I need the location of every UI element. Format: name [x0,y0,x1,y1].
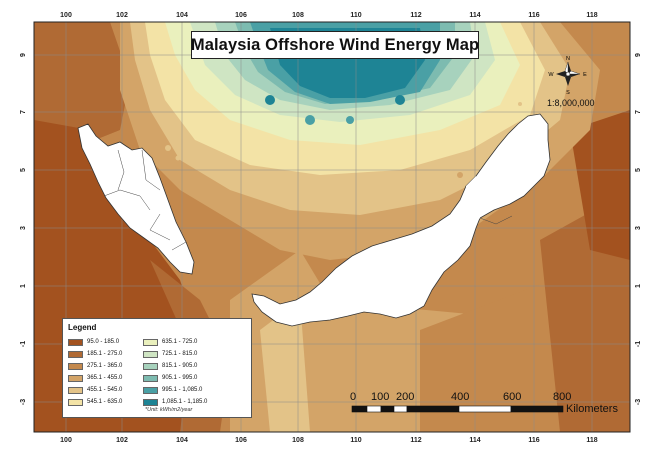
legend-item: 815.1 - 905.0 [143,361,197,371]
legend-swatch [143,350,158,358]
lon-tick-top: 116 [528,12,539,19]
lon-tick-bottom: 118 [586,437,597,444]
lon-tick-top: 110 [350,12,361,19]
legend: Legend 95.0 - 185.0 185.1 - 275.0 275.1 … [62,318,252,418]
scale-label: 600 [503,391,522,403]
legend-label: 635.1 - 725.0 [162,339,198,345]
legend-item: 995.1 - 1,085.0 [143,385,202,395]
lon-tick-bottom: 108 [292,437,304,444]
legend-swatch [68,338,83,346]
legend-swatch [143,374,158,382]
compass-e: E [583,72,587,78]
lat-tick-right: 5 [635,168,642,172]
legend-item: 185.1 - 275.0 [68,349,122,359]
lat-tick-left: 7 [20,110,27,114]
legend-swatch [68,362,83,370]
borneo-sarawak-sabah [251,113,551,327]
legend-label: 185.1 - 275.0 [87,351,123,357]
lon-tick-bottom: 116 [528,437,539,444]
compass-rose-icon: N S E W [548,56,587,96]
lat-tick-left: -3 [20,399,27,405]
peninsular-malaysia [77,123,195,275]
legend-label: 275.1 - 365.0 [87,363,123,369]
legend-swatch [68,386,83,394]
map-title: Malaysia Offshore Wind Energy Map [190,35,480,54]
lat-tick-left: 3 [20,226,27,230]
lon-tick-bottom: 104 [176,437,188,444]
legend-title: Legend [68,323,97,332]
legend-unit-note: *Unit: kWh/m2/year [145,407,193,413]
legend-item: 905.1 - 995.0 [143,373,197,383]
legend-item: 545.1 - 635.0 [68,397,122,407]
legend-swatch [143,362,158,370]
state-borders [103,149,513,251]
legend-item: 365.1 - 455.0 [68,373,122,383]
scale-label: 800 [553,391,572,403]
lon-tick-top: 104 [176,12,188,19]
lon-ticks: 100 102 104 106 108 110 112 114 116 118 … [60,12,598,444]
legend-item: 635.1 - 725.0 [143,337,197,347]
legend-label: 815.1 - 905.0 [162,363,198,369]
legend-label: 1,085.1 - 1,185.0 [162,399,208,405]
lat-tick-left: -1 [20,341,27,347]
lon-tick-top: 118 [586,12,597,19]
legend-item: 95.0 - 185.0 [68,337,119,347]
legend-label: 995.1 - 1,085.0 [162,387,203,393]
compass-w: W [548,72,554,78]
lon-tick-bottom: 110 [350,437,361,444]
legend-swatch [143,398,158,406]
lat-tick-right: 1 [635,284,642,288]
scale-label: 0 [350,391,357,403]
legend-swatch [68,374,83,382]
lon-tick-bottom: 100 [60,437,72,444]
scale-unit: Kilometers [566,403,618,415]
lon-tick-bottom: 114 [469,437,480,444]
lat-tick-left: 1 [20,284,27,288]
wind-density-raster [34,22,630,432]
lon-tick-top: 114 [469,12,480,19]
map-frame [33,21,631,433]
lat-tick-right: -1 [635,341,642,347]
lat-tick-right: 7 [635,110,642,114]
kalimantan-coast [466,176,480,230]
lat-tick-right: 3 [635,226,642,230]
scale-label: 400 [451,391,470,403]
legend-swatch [68,398,83,406]
lat-tick-left: 5 [20,168,27,172]
lon-tick-bottom: 102 [116,437,128,444]
legend-item: 275.1 - 365.0 [68,361,122,371]
legend-item: 455.1 - 545.0 [68,385,122,395]
scale-bar [351,405,564,413]
map-title-box: Malaysia Offshore Wind Energy Map [191,31,479,59]
scale-label: 100 [371,391,390,403]
legend-item: 725.1 - 815.0 [143,349,197,359]
lat-tick-right: -3 [635,399,642,405]
lon-tick-bottom: 112 [410,437,421,444]
lon-tick-top: 106 [235,12,247,19]
lon-tick-top: 100 [60,12,72,19]
legend-swatch [68,350,83,358]
legend-label: 455.1 - 545.0 [87,387,123,393]
legend-label: 545.1 - 635.0 [87,399,123,405]
legend-swatch [143,386,158,394]
compass-n: N [566,56,570,62]
scale-label: 200 [396,391,415,403]
legend-label: 365.1 - 455.0 [87,375,123,381]
lon-tick-bottom: 106 [235,437,247,444]
lat-tick-right: 9 [635,53,642,57]
legend-label: 95.0 - 185.0 [87,339,120,345]
scale-ratio: 1:8,000,000 [547,98,595,108]
lon-tick-top: 112 [410,12,421,19]
legend-swatch [143,338,158,346]
lon-tick-top: 102 [116,12,128,19]
land-masses [77,113,551,327]
lat-ticks: 9 7 5 3 1 -1 -3 9 7 5 3 1 -1 -3 [20,53,642,405]
lon-tick-top: 108 [292,12,304,19]
compass-s: S [566,90,570,96]
legend-label: 725.1 - 815.0 [162,351,198,357]
lat-tick-left: 9 [20,53,27,57]
legend-label: 905.1 - 995.0 [162,375,198,381]
legend-item: 1,085.1 - 1,185.0 [143,397,207,407]
